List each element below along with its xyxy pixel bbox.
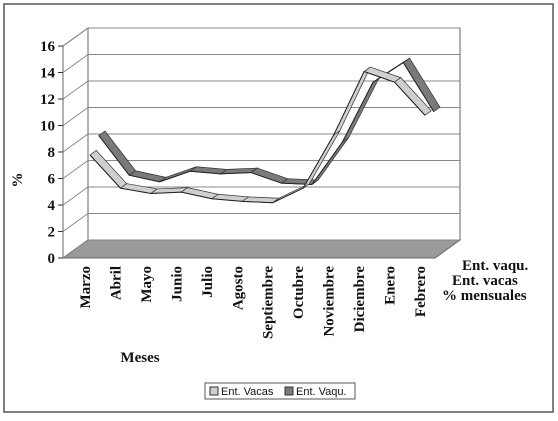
grid-line <box>62 133 89 153</box>
depth-label: Ent. vaqu. <box>462 258 529 274</box>
x-tick-label: Julio <box>200 266 216 298</box>
y-tick-label: 16 <box>40 39 56 55</box>
series-line <box>98 61 435 186</box>
y-tick-label: 10 <box>40 119 55 135</box>
grid-line <box>62 213 89 232</box>
x-tick-label: Febrero <box>413 266 429 317</box>
y-tick-label: 12 <box>40 92 55 108</box>
floor <box>61 239 462 259</box>
x-axis-label: Meses <box>120 350 159 366</box>
x-tick-label: Octubre <box>291 266 307 319</box>
grid-line <box>62 186 89 206</box>
y-tick-label: 2 <box>48 225 56 241</box>
grid-line <box>62 80 89 100</box>
depth-label: Ent. vacas <box>452 273 518 289</box>
grid-line <box>62 160 89 179</box>
x-tick-label: Mayo <box>139 266 155 303</box>
x-tick-label: Diciembre <box>352 266 368 333</box>
y-tick-label: 0 <box>48 251 56 267</box>
x-tick-label: Noviembre <box>322 266 338 337</box>
x-tick-label: Junio <box>169 266 185 302</box>
legend-swatch <box>209 386 219 396</box>
y-tick-label: 8 <box>48 145 56 161</box>
legend-swatch <box>284 386 294 396</box>
x-tick-label: Septiembre <box>261 266 277 339</box>
x-tick-label: Abril <box>108 266 124 300</box>
series-line <box>89 70 426 204</box>
depth-label: % mensuales <box>442 288 527 304</box>
grid-line <box>62 239 89 259</box>
grid-line <box>62 54 89 73</box>
legend: Ent. Vacas Ent. Vaqu. <box>204 382 356 400</box>
y-axis-label: % <box>10 173 26 188</box>
legend-label: Ent. Vacas <box>221 386 274 398</box>
grid-line <box>62 107 89 126</box>
x-tick-label: Enero <box>383 266 399 305</box>
grid-line <box>62 27 89 47</box>
legend-box <box>204 382 356 400</box>
y-tick-label: 4 <box>48 198 56 214</box>
plot: 0 2 4 6 8 10 12 14 16 Marzo Abril Mayo Junio Julio Ago… <box>40 27 529 339</box>
y-tick-label: 6 <box>48 172 56 188</box>
x-tick-label: Marzo <box>78 266 94 308</box>
legend-label: Ent. Vaqu. <box>296 386 347 398</box>
x-tick-label: Agosto <box>230 266 246 310</box>
y-tick-label: 14 <box>40 66 56 82</box>
